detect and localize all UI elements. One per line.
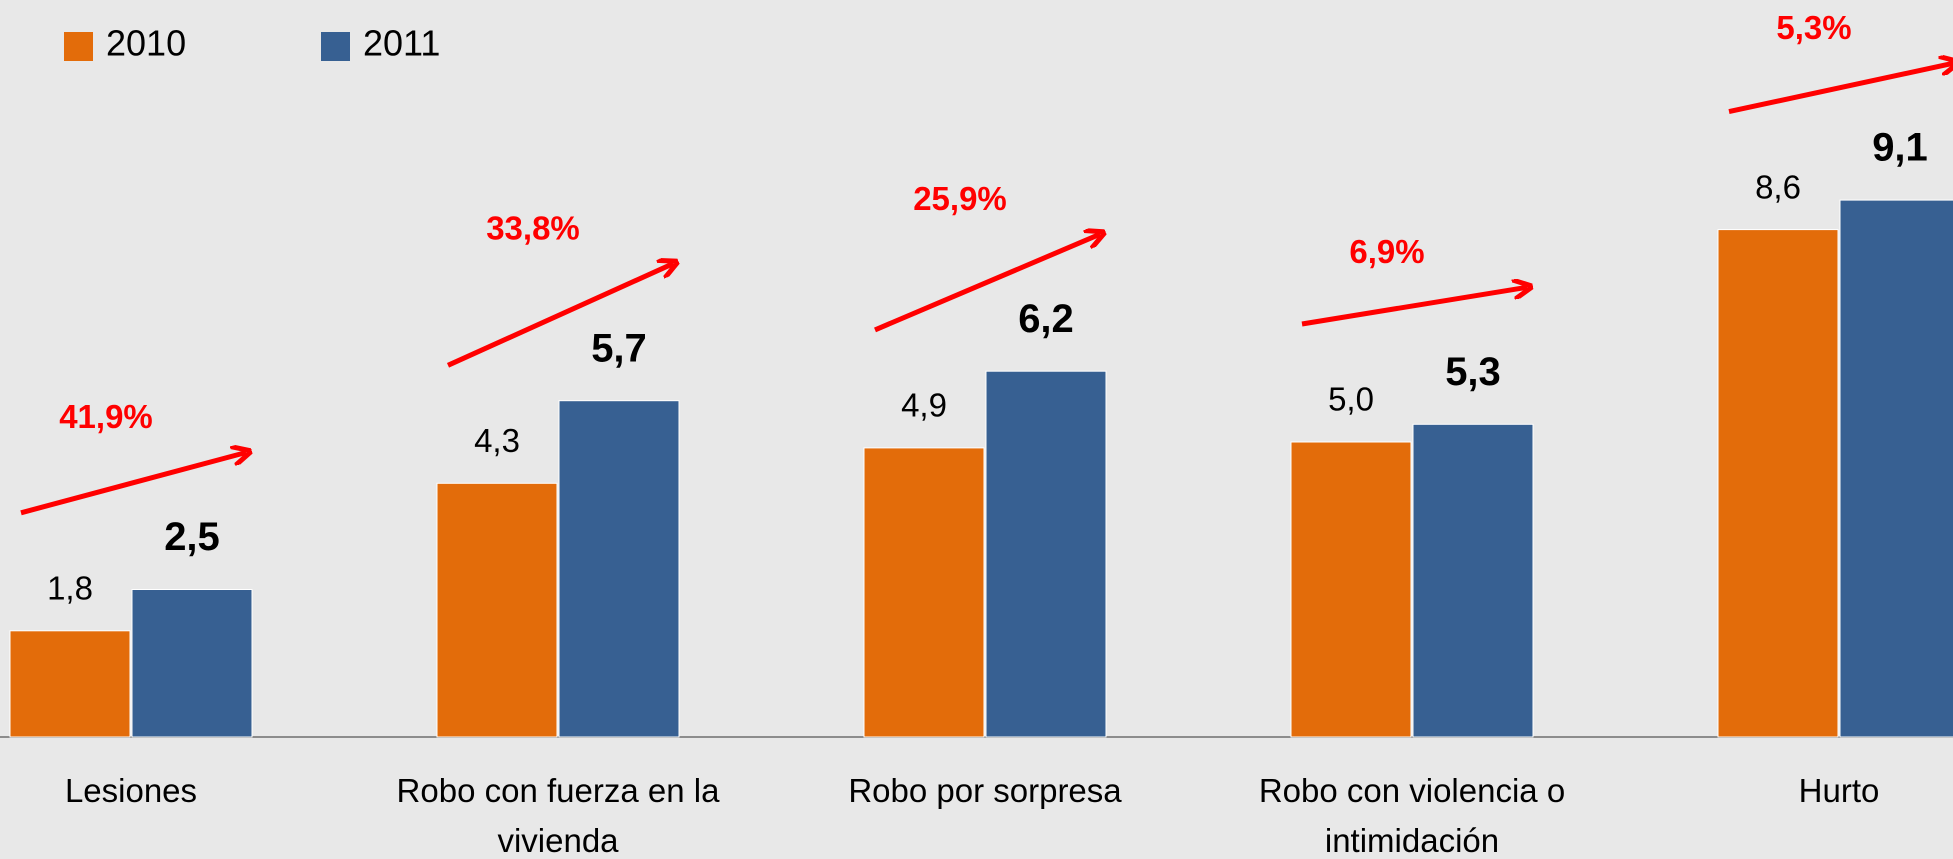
x-tick-line: Robo con fuerza en la — [397, 772, 721, 809]
data-label: 5,7 — [591, 326, 647, 370]
data-label: 5,3 — [1445, 350, 1501, 394]
legend-swatch — [64, 32, 93, 61]
growth-label: 25,9% — [913, 180, 1007, 217]
bar — [863, 447, 985, 738]
legend-swatch — [321, 32, 350, 61]
data-label: 5,0 — [1328, 381, 1374, 418]
x-tick-line: Lesiones — [65, 772, 197, 809]
bar — [9, 630, 131, 738]
data-label: 1,8 — [47, 570, 93, 607]
bar — [436, 482, 558, 738]
bar — [131, 589, 253, 738]
x-tick-label: Lesiones — [65, 772, 197, 809]
legend-label: 2010 — [106, 23, 186, 64]
growth-arrow — [1728, 63, 1953, 115]
data-label: 9,1 — [1872, 126, 1928, 170]
data-label: 8,6 — [1755, 168, 1801, 205]
x-tick-label: Robo por sorpresa — [848, 772, 1122, 809]
growth-arrow — [874, 234, 1100, 333]
data-label: 2,5 — [164, 515, 220, 559]
x-tick-label: Robo con fuerza en la vivienda — [397, 772, 721, 859]
growth-label: 6,9% — [1349, 233, 1424, 270]
bar — [1412, 423, 1534, 738]
bar — [1839, 199, 1953, 738]
bar — [1290, 441, 1412, 738]
growth-label: 33,8% — [486, 209, 580, 246]
data-label: 4,9 — [901, 387, 947, 424]
x-tick-line: vivienda — [497, 822, 619, 859]
bar — [558, 400, 680, 738]
data-label: 4,3 — [474, 422, 520, 459]
growth-arrow — [446, 264, 673, 368]
growth-arrow — [20, 453, 246, 516]
growth-label: 5,3% — [1776, 9, 1851, 46]
bar — [985, 370, 1107, 738]
x-tick-line: intimidación — [1325, 822, 1499, 859]
bar — [1717, 229, 1839, 738]
x-tick-line: Robo con violencia o — [1259, 772, 1565, 809]
legend-label: 2011 — [363, 23, 440, 64]
growth-arrow — [1301, 287, 1527, 327]
x-tick-line: Hurto — [1799, 772, 1880, 809]
x-tick-label: Robo con violencia o intimidación — [1259, 772, 1565, 859]
growth-label: 41,9% — [59, 398, 153, 435]
x-tick-line: Robo por sorpresa — [848, 772, 1122, 809]
x-tick-label: Hurto — [1799, 772, 1880, 809]
data-label: 6,2 — [1018, 297, 1074, 341]
